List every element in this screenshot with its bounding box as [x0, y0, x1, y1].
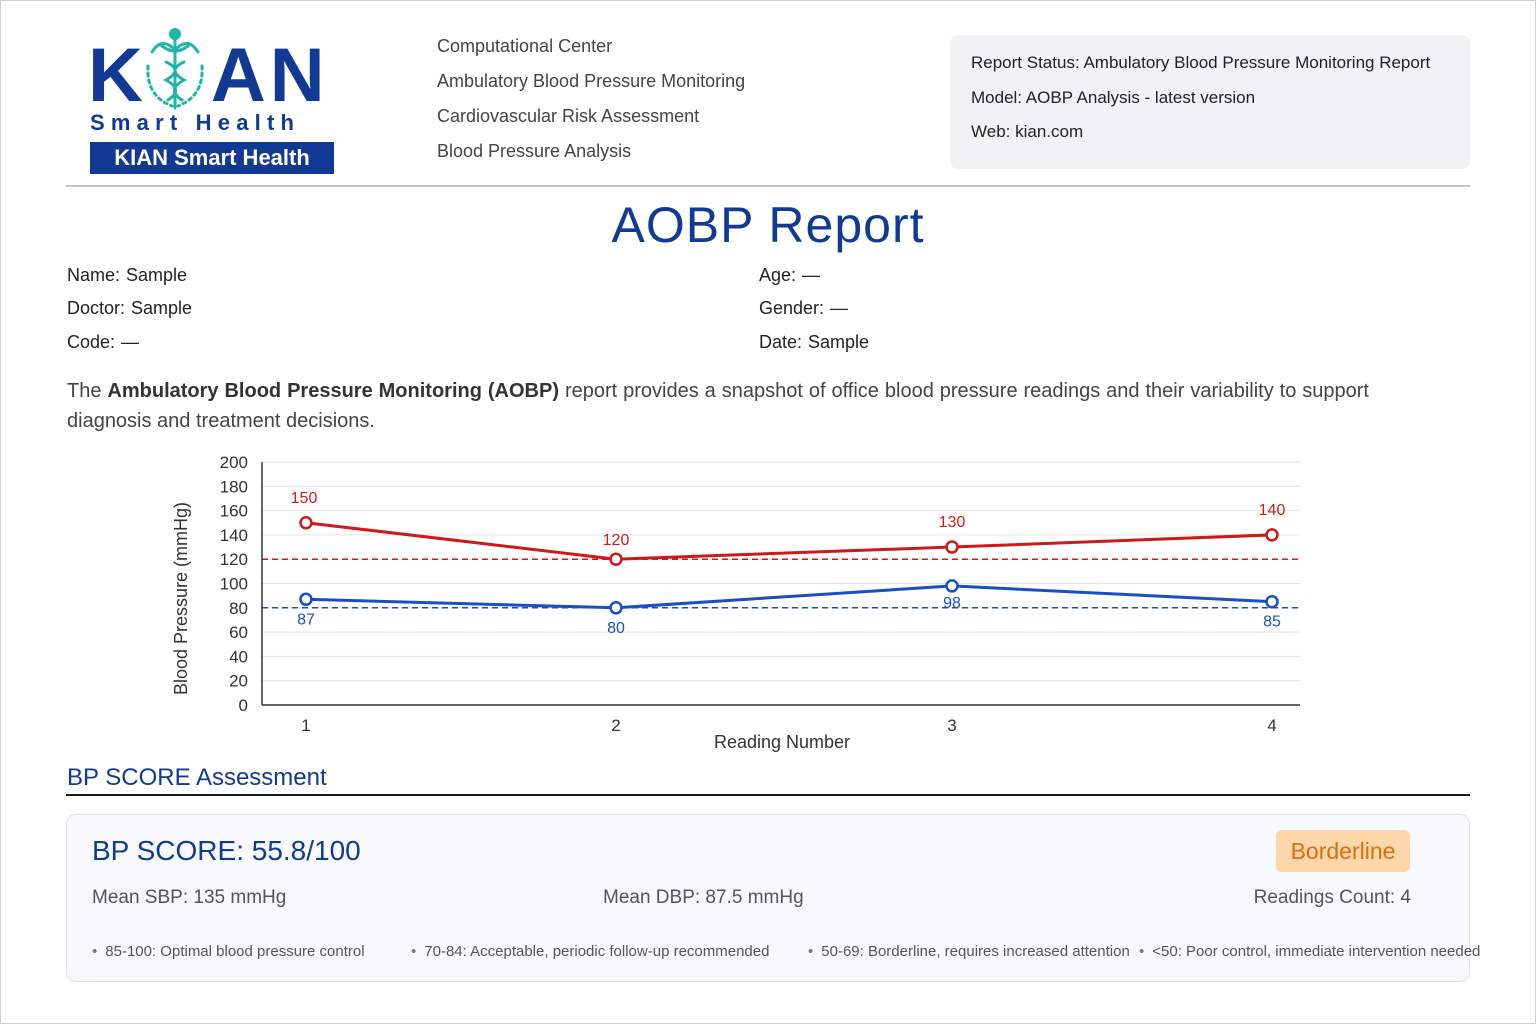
score-legend-item: • 50-69: Borderline, requires increased a… — [808, 943, 1130, 960]
chart-reference-lines — [262, 558, 1300, 609]
logo-subtitle: Smart Health — [90, 110, 301, 135]
service-item: Cardiovascular Risk Assessment — [437, 106, 700, 126]
logo-wordmark: K AN — [88, 38, 329, 114]
y-tick-label: 20 — [229, 672, 248, 691]
score-legend-text: <50: Poor control, immediate interventio… — [1152, 943, 1481, 960]
y-tick-label: 200 — [220, 453, 248, 472]
data-label: 150 — [291, 490, 318, 507]
readings-count: Readings Count: 4 — [1253, 887, 1411, 908]
chart-axes: 0 20 40 60 80 100 120 140 160 180 200 1 2 3 4 Reading N… — [171, 453, 1300, 752]
patient-gender: Gender: — — [759, 298, 848, 319]
data-point — [299, 516, 313, 530]
caduceus-icon — [146, 28, 204, 110]
y-tick-label: 0 — [239, 696, 248, 715]
report-status: Report Status: Ambulatory Blood Pressure… — [971, 53, 1431, 72]
patient-code: Code: — — [67, 332, 139, 353]
service-item: Blood Pressure Analysis — [437, 141, 632, 161]
name-value: Sample — [126, 265, 188, 285]
service-item: Computational Center — [437, 36, 613, 56]
y-tick-label: 100 — [220, 575, 248, 594]
data-point — [609, 552, 623, 566]
y-tick-label: 80 — [229, 599, 248, 618]
y-tick-label: 40 — [229, 647, 248, 666]
report-status-box: Report Status: Ambulatory Blood Pressure… — [950, 35, 1470, 169]
status-badge: Borderline — [1276, 830, 1410, 872]
page-title: AOBP Report — [611, 197, 925, 253]
logo-badge: KIAN Smart Health — [90, 142, 334, 174]
patient-name: Name: Sample — [67, 265, 187, 286]
x-tick-label: 3 — [947, 716, 956, 735]
y-tick-label: 140 — [220, 526, 248, 545]
code-value: — — [121, 332, 140, 352]
kian-logo: K AN Smart Health KIAN Smart Health — [88, 26, 338, 176]
score-legend-item: • <50: Poor control, immediate interventi… — [1139, 943, 1481, 960]
services-list: Computational Center Ambulatory Blood Pr… — [437, 34, 745, 174]
bp-line-chart: 0 20 40 60 80 100 120 140 160 180 200 1 2 3 4 Reading N… — [171, 453, 1300, 752]
chart-grid — [262, 461, 1300, 682]
date-value: Sample — [808, 332, 870, 352]
logo-letters-an: AN — [210, 33, 329, 118]
date-label: Date: — [759, 332, 803, 352]
x-tick-label: 1 — [301, 716, 310, 735]
logo-letter-k: K — [88, 33, 147, 118]
doctor-value: Sample — [131, 298, 193, 318]
report-description: The Ambulatory Blood Pressure Monitoring… — [67, 376, 1369, 436]
data-point — [945, 579, 959, 593]
age-label: Age: — [759, 265, 797, 285]
series-line — [305, 521, 1273, 561]
data-label: 98 — [943, 595, 961, 612]
x-tick-label: 2 — [611, 716, 620, 735]
y-axis-label: Blood Pressure (mmHg) — [171, 502, 191, 695]
patient-age: Age: — — [759, 265, 820, 286]
y-tick-label: 120 — [220, 550, 248, 569]
description-pre: The — [67, 380, 108, 402]
data-label: 120 — [603, 532, 630, 549]
assessment-section-title: BP SCORE Assessment — [67, 764, 327, 791]
mean-sbp: Mean SBP: 135 mmHg — [92, 887, 287, 908]
score-legend-text: 85-100: Optimal blood pressure control — [105, 943, 365, 960]
data-label: 140 — [1259, 502, 1286, 519]
y-tick-label: 160 — [220, 502, 248, 521]
score-legend-item: • 85-100: Optimal blood pressure control — [92, 943, 365, 960]
name-label: Name: — [67, 265, 121, 285]
mean-dbp: Mean DBP: 87.5 mmHg — [603, 887, 804, 908]
doctor-label: Doctor: — [67, 298, 126, 318]
x-axis-label: Reading Number — [714, 732, 850, 752]
service-item: Ambulatory Blood Pressure Monitoring — [437, 71, 746, 91]
report-date: Date: Sample — [759, 332, 869, 353]
data-point — [1265, 528, 1279, 542]
chart-labels: 150 120 130 140 87 80 98 85 — [291, 490, 1286, 637]
data-point — [945, 540, 959, 554]
report-model: Model: AOBP Analysis - latest version — [971, 88, 1256, 107]
chart-series — [299, 516, 1279, 615]
gender-value: — — [830, 298, 849, 318]
data-label: 87 — [297, 611, 315, 628]
bp-score-title: BP SCORE: 55.8/100 — [92, 835, 361, 866]
data-label: 85 — [1263, 614, 1281, 631]
description-post: report provides a snapshot of office blo… — [67, 380, 1369, 432]
x-tick-label: 4 — [1267, 716, 1276, 735]
assessment-divider — [66, 794, 1470, 796]
score-legend-text: 70-84: Acceptable, periodic follow-up re… — [424, 943, 770, 960]
data-label: 130 — [939, 514, 966, 531]
data-point — [299, 592, 313, 607]
description-bold: Ambulatory Blood Pressure Monitoring (AO… — [107, 380, 559, 402]
data-point — [1265, 594, 1279, 609]
age-value: — — [802, 265, 821, 285]
data-label: 80 — [607, 620, 625, 637]
header-divider — [66, 185, 1470, 187]
data-point — [609, 601, 623, 615]
score-legend-text: 50-69: Borderline, requires increased at… — [821, 943, 1130, 960]
score-legend-item: • 70-84: Acceptable, periodic follow-up r… — [411, 943, 770, 960]
patient-doctor: Doctor: Sample — [67, 298, 192, 319]
bp-score-card: BP SCORE: 55.8/100 Borderline Mean SBP: … — [66, 814, 1480, 982]
y-tick-label: 60 — [229, 623, 248, 642]
y-tick-label: 180 — [220, 477, 248, 496]
series-line — [305, 584, 1273, 610]
code-label: Code: — [67, 332, 116, 352]
report-web: Web: kian.com — [971, 122, 1084, 141]
gender-label: Gender: — [759, 298, 825, 318]
